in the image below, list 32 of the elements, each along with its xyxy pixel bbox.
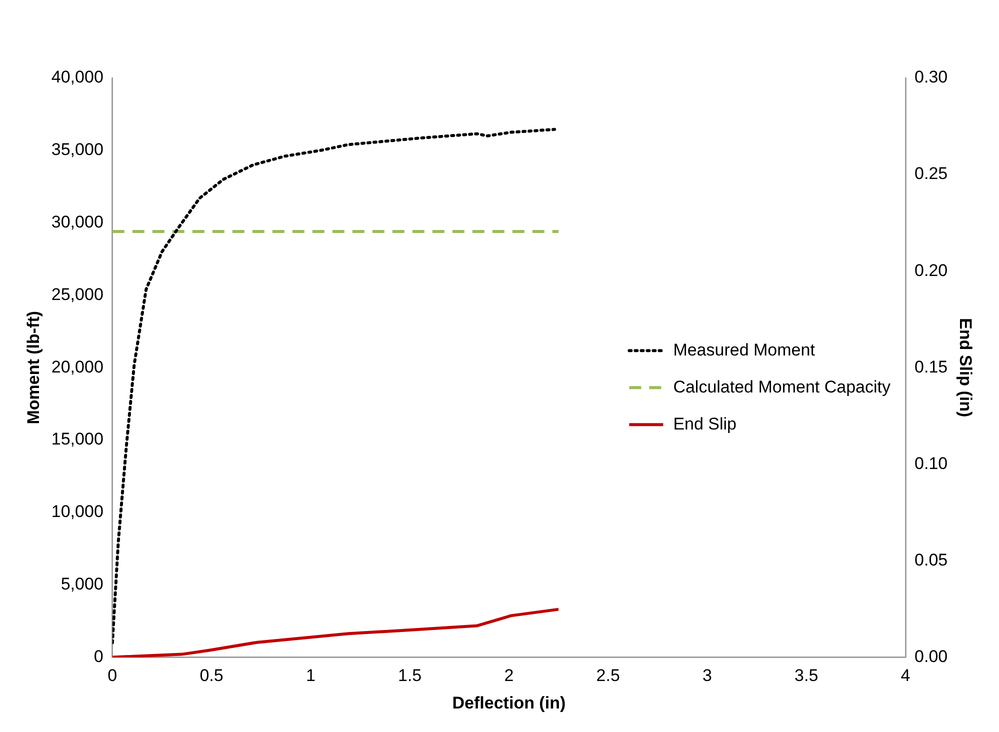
y-tick-label: 10,000 (51, 502, 104, 522)
y-axis-title: Moment (lb-ft) (24, 310, 43, 424)
y2-tick-label: 0.15 (914, 357, 948, 376)
y2-tick-label: 0.05 (914, 550, 948, 570)
y2-axis-title: End Slip (in) (956, 318, 976, 418)
y-tick-label: 5,000 (60, 574, 104, 594)
legend-label: End Slip (673, 414, 737, 434)
y2-tick-label: 0.00 (914, 646, 948, 666)
x-tick-label: 0 (108, 666, 118, 686)
x-tick-label: 0.5 (200, 666, 224, 686)
x-tick-label: 3 (702, 666, 712, 686)
x-tick-label: 3.5 (794, 666, 818, 686)
legend-label: Measured Moment (673, 340, 816, 360)
y2-tick-label: 0.10 (914, 454, 948, 473)
y2-tick-label: 0.30 (914, 68, 948, 87)
y-tick-label: 35,000 (51, 140, 104, 160)
y-tick-label: 20,000 (51, 357, 104, 376)
y-tick-label: 0 (94, 646, 104, 666)
x-tick-label: 2.5 (596, 666, 620, 686)
y2-tick-label: 0.20 (914, 260, 948, 280)
y-tick-label: 30,000 (51, 212, 104, 232)
line-series (112, 128, 556, 644)
y2-tick-label: 0.25 (914, 164, 948, 184)
x-tick-label: 1 (306, 666, 316, 686)
legend-label: Calculated Moment Capacity (673, 377, 892, 396)
x-tick-label: 2 (504, 666, 514, 686)
x-tick-label: 4 (900, 666, 910, 686)
x-axis-title: Deflection (in) (452, 693, 566, 712)
x-tick-label: 1.5 (398, 666, 422, 686)
y-tick-label: 25,000 (51, 284, 104, 304)
y-tick-label: 40,000 (51, 68, 104, 87)
y-tick-label: 15,000 (51, 430, 104, 449)
